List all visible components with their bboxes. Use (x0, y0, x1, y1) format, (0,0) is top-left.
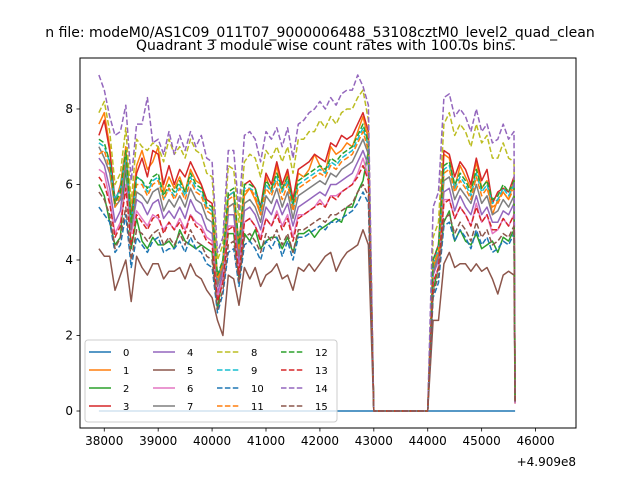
y-tick-label: 0 (65, 404, 73, 418)
x-tick-label: 46000 (516, 434, 554, 448)
series-line-14 (98, 74, 516, 412)
legend-label-1: 1 (123, 366, 129, 377)
x-tick-label: 42000 (301, 434, 339, 448)
x-tick-label: 41000 (247, 434, 285, 448)
y-tick-label: 2 (65, 329, 73, 343)
series-line-3 (98, 111, 516, 412)
series-line-4 (98, 149, 516, 412)
legend-label-14: 14 (315, 384, 328, 395)
x-tick-label: 40000 (193, 434, 231, 448)
series-line-10 (98, 191, 516, 412)
series-line-11 (98, 130, 516, 412)
series-line-12 (98, 123, 516, 412)
legend-label-8: 8 (251, 348, 257, 359)
legend-label-10: 10 (251, 384, 264, 395)
y-tick-label: 8 (65, 102, 73, 116)
legend-label-3: 3 (123, 402, 129, 413)
legend-label-6: 6 (187, 384, 193, 395)
legend-label-15: 15 (315, 402, 328, 413)
x-tick-label: 39000 (139, 434, 177, 448)
figure-suptitle: n file: modeM0/AS1C09_011T07_9000006488_… (45, 25, 594, 41)
legend-label-7: 7 (187, 402, 193, 413)
legend-label-13: 13 (315, 366, 328, 377)
series-line-2 (98, 149, 516, 412)
series-line-1 (98, 111, 516, 412)
x-tick-label: 43000 (355, 434, 393, 448)
x-axis: 38000 39000 40000 41000 42000 43000 44000 45000… (85, 428, 555, 448)
x-tick-label: 45000 (463, 434, 501, 448)
legend-label-2: 2 (123, 384, 129, 395)
legend-label-11: 11 (251, 402, 264, 413)
y-axis: 0 2 4 6 8 (65, 102, 80, 418)
x-offset-label: +4.909e8 (517, 455, 576, 469)
series-layer (98, 74, 516, 412)
legend-label-0: 0 (123, 348, 129, 359)
series-line-13 (98, 164, 516, 412)
series-line-7 (98, 138, 516, 412)
legend-frame (84, 339, 338, 423)
legend-label-5: 5 (187, 366, 193, 377)
series-line-15 (98, 183, 516, 412)
legend-label-9: 9 (251, 366, 257, 377)
chart-title: Quadrant 3 module wise count rates with … (136, 38, 516, 54)
series-line-8 (98, 89, 516, 412)
legend-label-4: 4 (187, 348, 193, 359)
y-tick-label: 4 (65, 253, 73, 267)
y-tick-label: 6 (65, 177, 73, 191)
x-tick-label: 38000 (85, 434, 123, 448)
plot-frame (79, 57, 577, 429)
legend-label-12: 12 (315, 348, 328, 359)
series-line-5 (98, 229, 516, 412)
x-tick-label: 44000 (409, 434, 447, 448)
